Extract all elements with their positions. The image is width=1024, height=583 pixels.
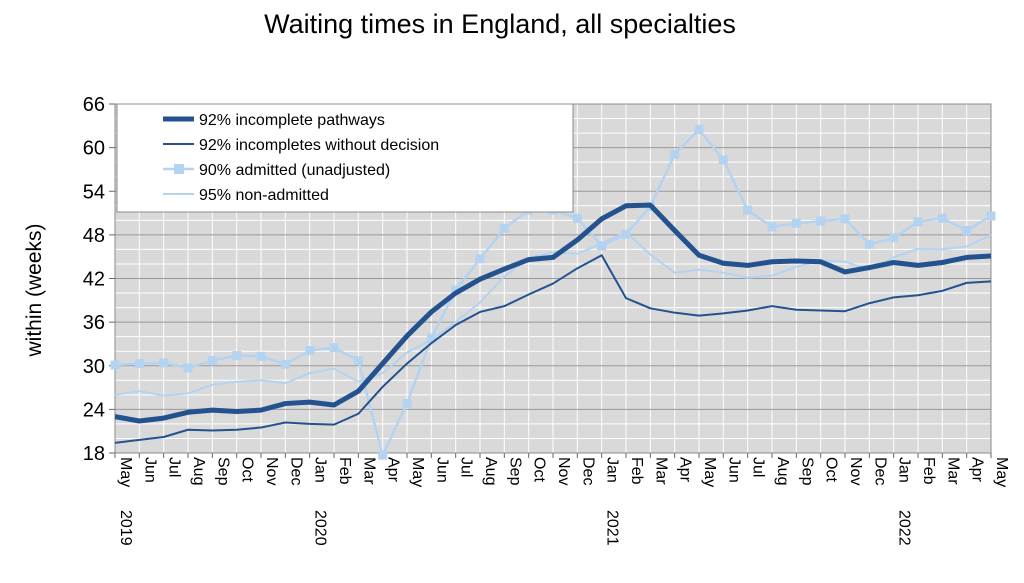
x-tick-label: May bbox=[409, 457, 426, 487]
y-tick-label: 42 bbox=[83, 269, 105, 291]
data-point bbox=[329, 343, 339, 353]
x-tick-label: Oct bbox=[531, 457, 548, 482]
data-point bbox=[767, 222, 777, 232]
legend-label: 92% incompletes without decision bbox=[199, 137, 439, 154]
data-point bbox=[110, 360, 120, 370]
data-point bbox=[913, 217, 923, 227]
data-point bbox=[718, 155, 728, 165]
data-point bbox=[256, 351, 266, 361]
x-tick-label: Nov bbox=[263, 457, 280, 485]
y-axis-ticks: 18 24 30 36 42 48 54 60 66 bbox=[83, 94, 115, 465]
data-point bbox=[864, 239, 874, 249]
x-tick-label: Feb bbox=[920, 457, 937, 485]
data-point bbox=[426, 333, 436, 343]
data-point bbox=[937, 213, 947, 223]
x-tick-label: Apr bbox=[385, 457, 402, 483]
x-tick-label: Sep bbox=[798, 457, 815, 486]
x-tick-label: Jun bbox=[141, 457, 158, 483]
data-point bbox=[134, 359, 144, 369]
x-year-label: 2022 bbox=[896, 510, 913, 546]
data-point bbox=[499, 223, 509, 233]
data-point bbox=[962, 226, 972, 236]
x-tick-label: Jul bbox=[458, 457, 475, 477]
legend-label: 92% incomplete pathways bbox=[199, 112, 385, 129]
x-tick-label: Jul bbox=[166, 457, 183, 477]
y-axis-label: within (weeks) bbox=[23, 223, 46, 357]
x-tick-label: Jul bbox=[750, 457, 767, 477]
series-line bbox=[114, 202, 992, 424]
data-point bbox=[305, 345, 315, 355]
y-tick-label: 48 bbox=[83, 225, 105, 247]
x-axis-ticks: May 2019 Jun Jul Aug Sep Oct Nov Dec Jan 2020 Feb Ma… bbox=[114, 453, 1010, 546]
y-tick-label: 60 bbox=[83, 138, 105, 160]
x-tick-label: Dec bbox=[871, 457, 888, 485]
data-point bbox=[353, 356, 363, 366]
chart-title: Waiting times in England, all specialtie… bbox=[264, 9, 736, 39]
y-tick-label: 54 bbox=[83, 181, 105, 203]
data-point bbox=[280, 359, 290, 369]
data-point bbox=[743, 205, 753, 215]
y-tick-label: 18 bbox=[83, 443, 105, 465]
x-tick-label: Sep bbox=[506, 457, 523, 486]
data-point bbox=[402, 399, 412, 409]
legend-label: 90% admitted (unadjusted) bbox=[199, 162, 390, 179]
data-point bbox=[670, 149, 680, 159]
data-point bbox=[816, 216, 826, 226]
x-tick-label: Oct bbox=[823, 457, 840, 482]
data-point bbox=[597, 241, 607, 251]
y-tick-label: 24 bbox=[83, 399, 105, 421]
x-tick-label: May bbox=[993, 457, 1010, 487]
x-tick-label: Mar bbox=[360, 457, 377, 485]
x-year-label: 2021 bbox=[604, 510, 621, 546]
data-point bbox=[475, 254, 485, 264]
x-tick-label: Apr bbox=[969, 457, 986, 483]
x-tick-label: Dec bbox=[579, 457, 596, 485]
data-point bbox=[207, 356, 217, 366]
data-point bbox=[572, 213, 582, 223]
x-tick-label: Aug bbox=[190, 457, 207, 485]
data-point bbox=[791, 218, 801, 228]
data-point bbox=[232, 351, 242, 361]
legend-label: 95% non-admitted bbox=[199, 187, 329, 204]
y-tick-label: 36 bbox=[83, 312, 105, 334]
x-tick-label: Jan bbox=[312, 457, 329, 483]
x-tick-label: Feb bbox=[336, 457, 353, 485]
x-year-label: 2019 bbox=[117, 510, 134, 546]
x-tick-label: Mar bbox=[652, 457, 669, 485]
x-tick-label: Nov bbox=[555, 457, 572, 485]
series-line bbox=[114, 254, 992, 444]
y-tick-label: 66 bbox=[83, 94, 105, 116]
x-tick-label: Dec bbox=[287, 457, 304, 485]
x-tick-label: May bbox=[701, 457, 718, 487]
data-point bbox=[451, 285, 461, 295]
data-point bbox=[694, 124, 704, 134]
x-tick-label: Jun bbox=[725, 457, 742, 483]
x-tick-label: Oct bbox=[239, 457, 256, 482]
data-point bbox=[840, 214, 850, 224]
x-tick-label: Feb bbox=[628, 457, 645, 485]
x-tick-label: Nov bbox=[847, 457, 864, 485]
x-tick-label: Sep bbox=[214, 457, 231, 486]
x-tick-label: Jan bbox=[604, 457, 621, 483]
x-tick-label: Apr bbox=[677, 457, 694, 483]
x-tick-label: Mar bbox=[944, 457, 961, 485]
x-tick-label: Jan bbox=[896, 457, 913, 483]
data-point bbox=[889, 233, 899, 243]
legend-marker bbox=[174, 164, 184, 174]
data-point bbox=[159, 358, 169, 368]
legend: 92% incomplete pathways 92% incompletes w… bbox=[116, 103, 574, 213]
x-tick-label: May bbox=[117, 457, 134, 487]
data-point bbox=[621, 229, 631, 239]
y-tick-label: 30 bbox=[83, 356, 105, 378]
x-tick-label: Jun bbox=[433, 457, 450, 483]
x-tick-label: Aug bbox=[482, 457, 499, 485]
x-tick-label: Aug bbox=[774, 457, 791, 485]
series-lines bbox=[110, 124, 996, 460]
data-point bbox=[378, 450, 388, 460]
data-point bbox=[183, 363, 193, 373]
x-year-label: 2020 bbox=[312, 510, 329, 546]
series-line bbox=[114, 230, 992, 397]
data-point bbox=[986, 211, 996, 221]
